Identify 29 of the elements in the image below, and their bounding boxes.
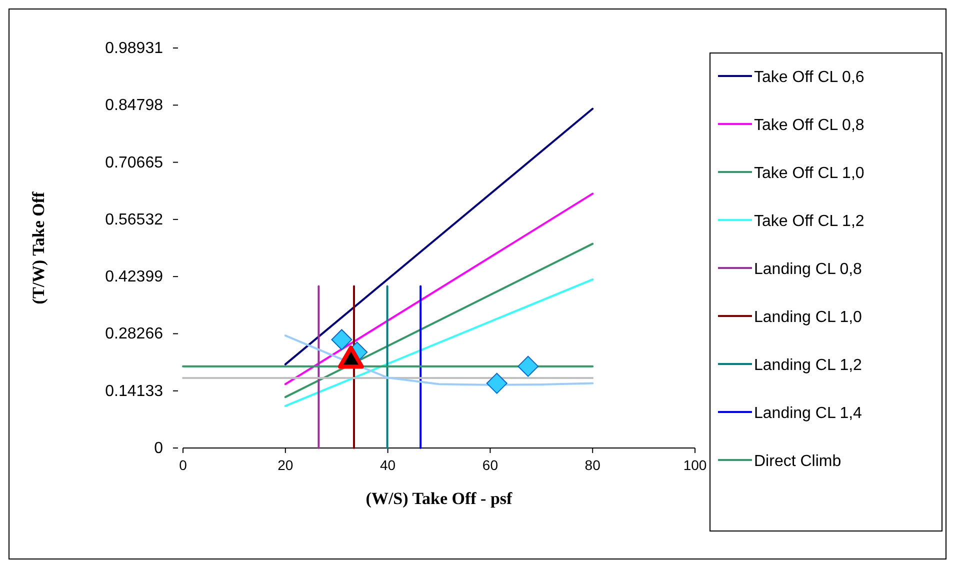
legend-label: Landing CL 0,8 — [754, 261, 862, 278]
y-tick-label: 0.70665 — [105, 154, 164, 172]
x-axis-title: (W/S) Take Off - psf — [366, 489, 513, 508]
legend-label: Landing CL 1,4 — [754, 405, 862, 422]
legend-label: Take Off CL 0,8 — [754, 117, 864, 134]
legend-label: Direct Climb — [754, 453, 842, 470]
legend-label: Landing CL 1,2 — [754, 357, 862, 374]
legend-label: Take Off CL 0,6 — [754, 69, 864, 86]
x-tick-label: 40 — [380, 457, 396, 473]
x-tick-label: 20 — [278, 457, 294, 473]
y-tick-label: 0.42399 — [105, 268, 164, 286]
y-tick-label: 0.14133 — [105, 382, 164, 400]
x-tick-label: 100 — [683, 457, 707, 473]
x-tick-label: 0 — [179, 457, 188, 473]
legend-label: Landing CL 1,0 — [754, 309, 862, 326]
x-tick-label: 80 — [584, 457, 601, 473]
point — [486, 372, 508, 394]
y-tick-label: 0.98931 — [105, 40, 164, 57]
y-tick-label: 0.84798 — [105, 97, 164, 114]
point — [331, 329, 352, 350]
point — [338, 346, 364, 369]
legend-label: Take Off CL 1,0 — [754, 165, 864, 182]
y-tick-label: 0.28266 — [105, 326, 164, 343]
y-tick-label: 0.56532 — [105, 211, 164, 228]
point — [518, 356, 539, 377]
y-axis-title: (T/W) Take Off — [29, 191, 48, 304]
legend-label: Take Off CL 1,2 — [754, 213, 864, 230]
x-tick-label: 60 — [482, 457, 498, 473]
y-tick-label: 0 — [154, 440, 164, 457]
